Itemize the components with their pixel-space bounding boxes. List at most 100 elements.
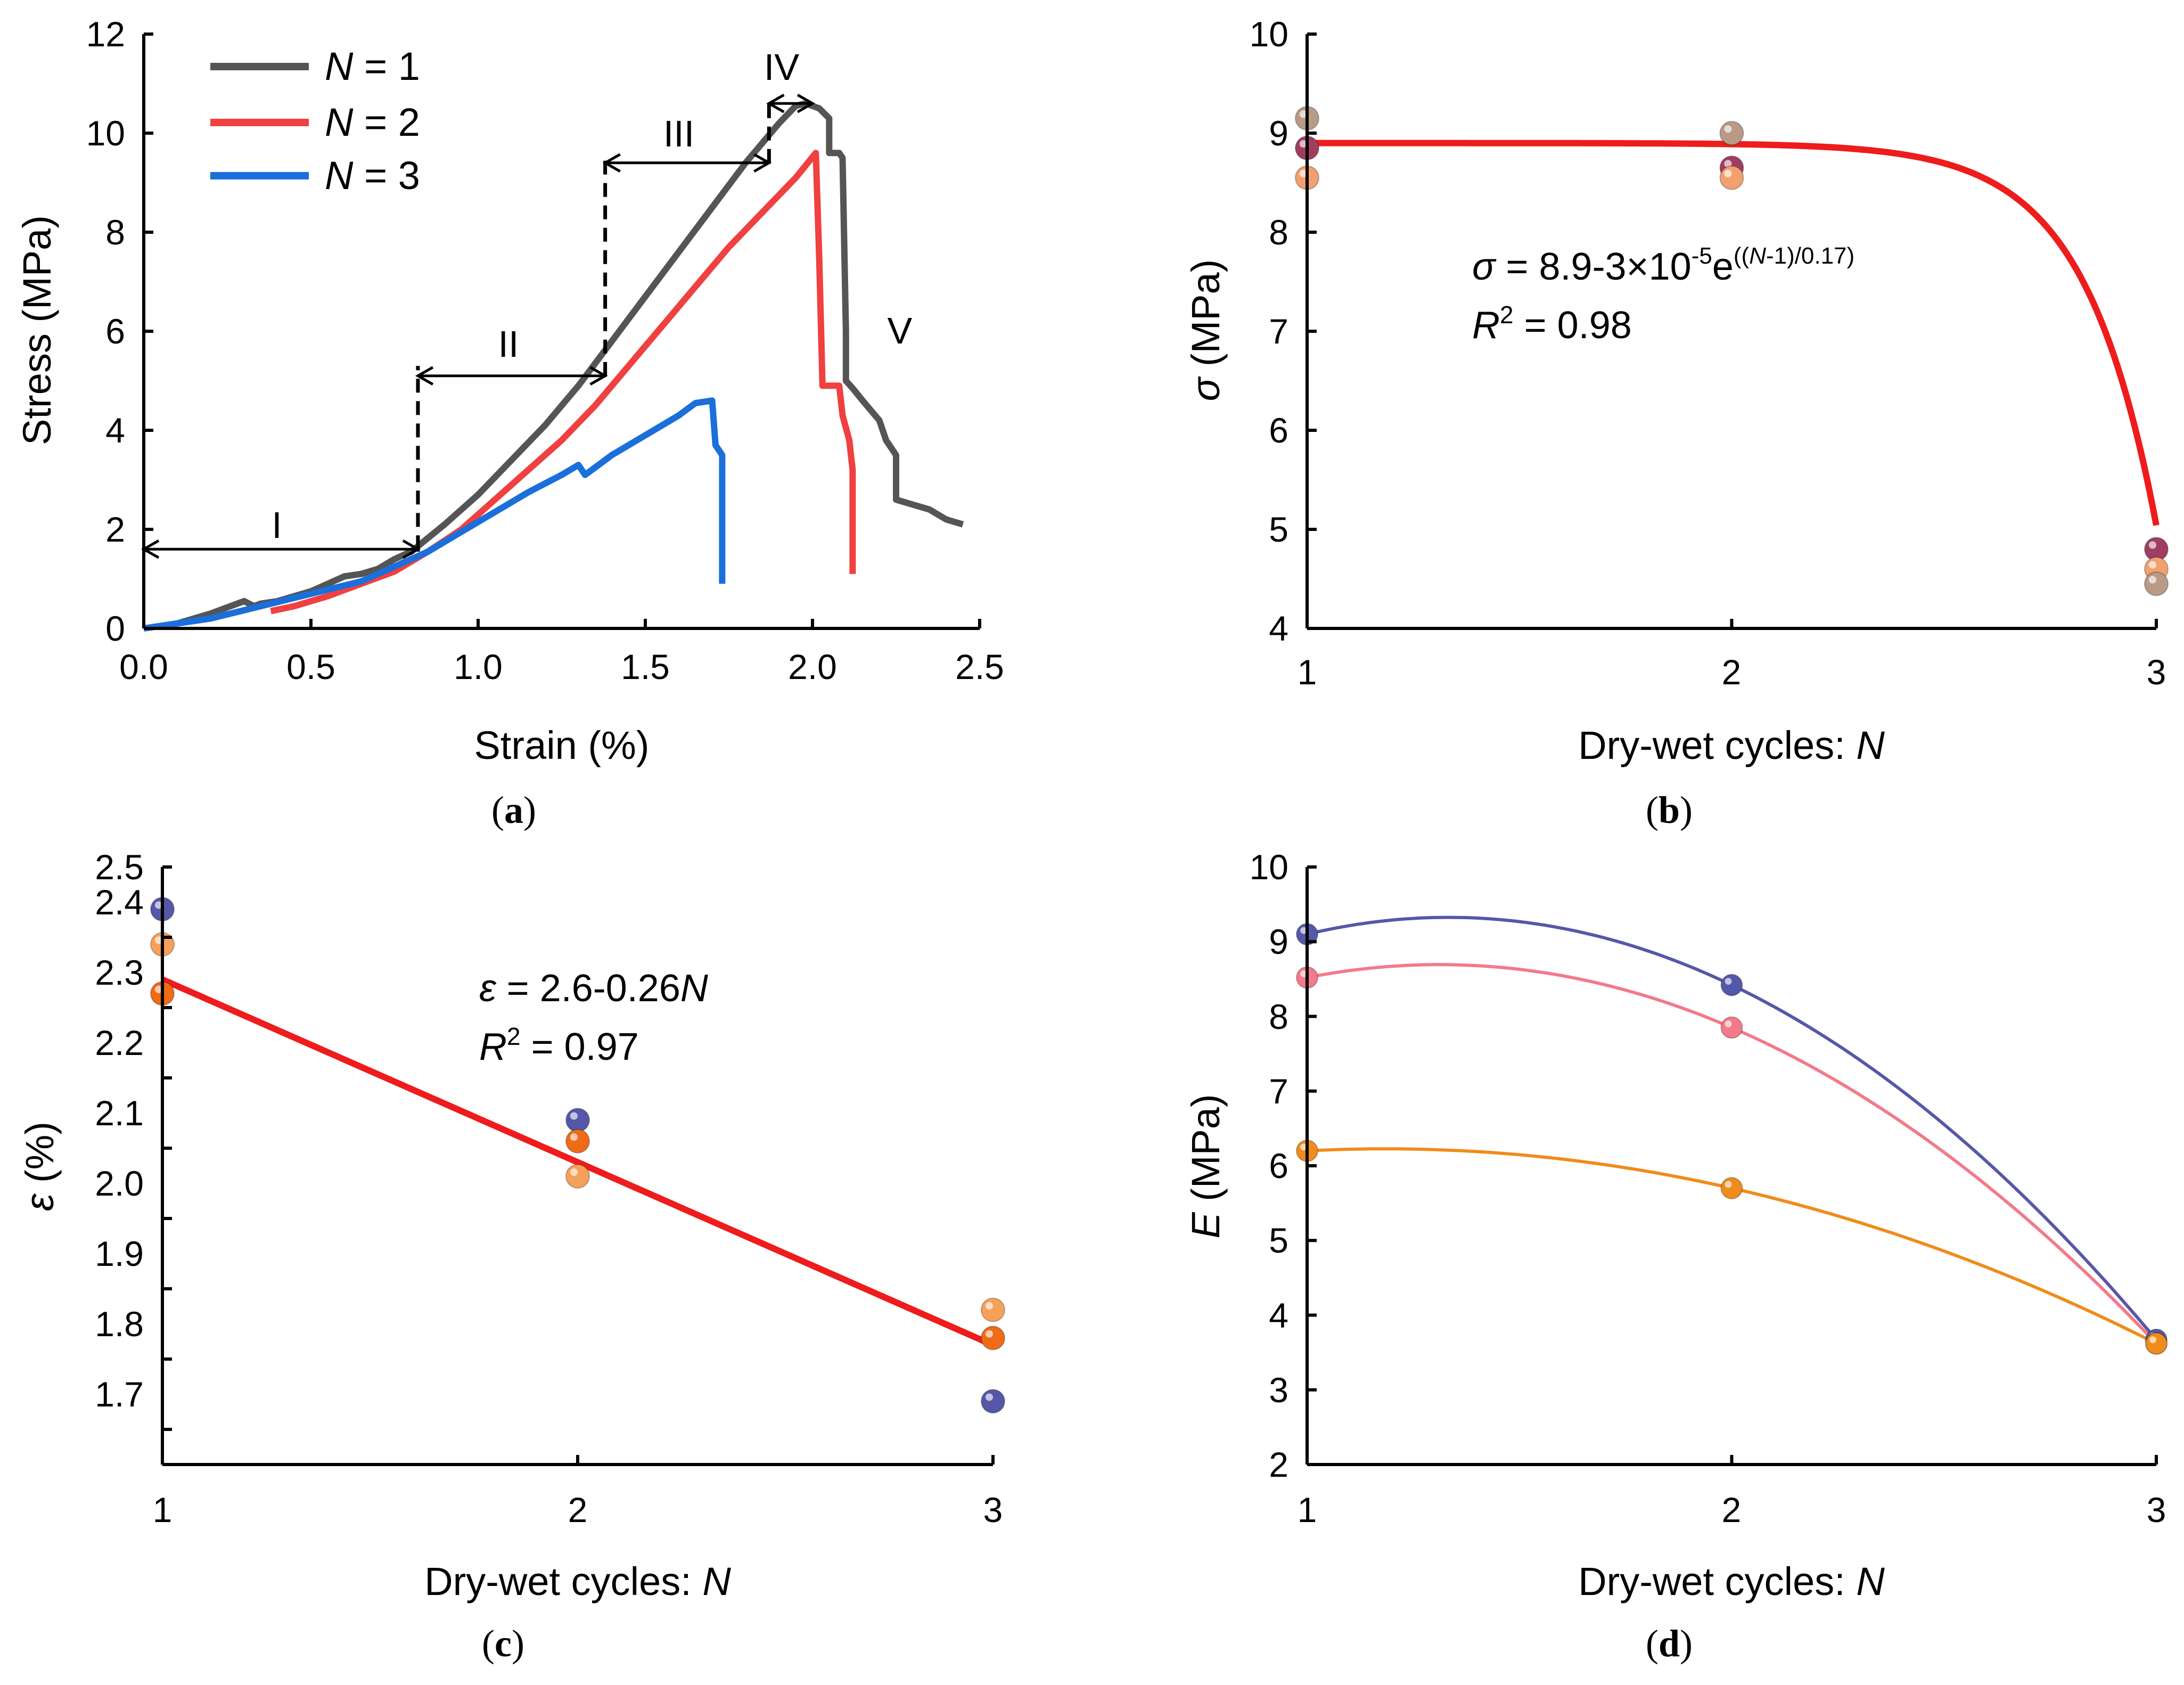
panel-d-plot	[1296, 915, 2167, 1355]
panel-a-y-tick-label: 10	[86, 113, 125, 153]
panel-b-y-tick-label: 8	[1269, 212, 1288, 252]
legend-label-n2: N = 2	[325, 100, 420, 144]
panel-b-y-tick-label: 5	[1269, 510, 1288, 549]
data-point-highlight	[985, 1330, 993, 1338]
panel-c-x-axis-label: Dry-wet cycles: N	[424, 1559, 731, 1604]
stage-label-ii: II	[498, 323, 519, 365]
panel-d-y-tick-label: 6	[1269, 1146, 1288, 1185]
panel-a-y-tick-label: 0	[105, 609, 125, 648]
data-point-highlight	[1725, 1020, 1732, 1027]
panel-c-equation: ε = 2.6-0.26N	[479, 967, 709, 1010]
stage-label-iv: IV	[764, 46, 799, 88]
panel-a-y-axis-label: Stress (MPa)	[15, 215, 59, 445]
panel-c: 1 2 3 1.7 1.8 1.9 2.0 2.1 2.2 2.3 2.4 2.…	[18, 847, 1005, 1665]
data-point	[1720, 974, 1743, 996]
data-point-highlight	[2148, 541, 2156, 549]
panel-d-y-tick-label: 5	[1269, 1221, 1288, 1260]
panel-b-x-tick-label: 1	[1298, 652, 1317, 692]
fit-line	[161, 976, 995, 1348]
data-point	[981, 1389, 1005, 1414]
data-point-highlight	[2148, 561, 2156, 569]
panel-c-y-tick-label: 2.3	[95, 953, 144, 992]
panel-b-y-tick-label: 4	[1269, 609, 1288, 648]
panel-a-x-tick-label: 1.0	[454, 647, 503, 686]
data-point-highlight	[154, 985, 162, 993]
panel-c-y-tick-label: 1.8	[95, 1304, 144, 1344]
data-point	[981, 1297, 1005, 1322]
panel-d-x-axis-label: Dry-wet cycles: N	[1578, 1559, 1885, 1604]
panel-c-x-tick-label: 2	[568, 1490, 588, 1529]
data-point-highlight	[154, 936, 162, 944]
series-line-n2	[270, 150, 856, 615]
data-point-highlight	[1724, 125, 1732, 133]
panel-a-caption: (a)	[491, 789, 536, 831]
panel-c-y-tick-label: 1.9	[95, 1234, 144, 1273]
data-point	[2145, 1332, 2167, 1355]
panel-d-y-tick-label: 4	[1269, 1296, 1288, 1335]
panel-c-r-squared: R2 = 0.97	[479, 1023, 639, 1068]
panel-a-y-tick-label: 6	[105, 312, 125, 351]
data-point-highlight	[1725, 978, 1732, 985]
data-point-highlight	[1300, 927, 1308, 934]
data-point-highlight	[570, 1112, 578, 1120]
panel-d-y-tick-label: 2	[1269, 1445, 1288, 1484]
panel-a-plot	[141, 94, 964, 632]
data-point-highlight	[1724, 160, 1732, 168]
data-point-highlight	[1299, 110, 1307, 118]
data-point-highlight	[1300, 970, 1308, 977]
data-point	[565, 1128, 590, 1154]
data-point	[2144, 571, 2169, 596]
panel-d-ticks	[1306, 865, 2158, 1466]
panel-c-y-tick-label: 1.7	[95, 1375, 144, 1414]
panel-b-plot	[1295, 106, 2169, 596]
panel-d-y-tick-label: 3	[1269, 1370, 1288, 1410]
panel-b-y-axis-label: σ (MPa)	[1184, 259, 1228, 402]
panel-c-y-tick-label: 2.2	[95, 1023, 144, 1062]
panel-c-y-tick-label: 2.1	[95, 1093, 144, 1133]
panel-b-y-tick-label: 10	[1250, 14, 1288, 54]
panel-a-y-tick-label: 4	[105, 411, 125, 450]
fit-curve	[1307, 140, 2160, 526]
data-point	[565, 1108, 590, 1133]
panel-d-x-tick-label: 1	[1298, 1490, 1317, 1529]
panel-b-x-tick-label: 2	[1722, 652, 1742, 692]
data-point-highlight	[1299, 169, 1307, 178]
legend-label-n1: N = 1	[325, 44, 420, 88]
panel-d: 1 2 3 2 3 4 5 6 7 8 9 10 Dry-wet cycles:…	[1184, 847, 2167, 1665]
legend-label-n3: N = 3	[325, 153, 420, 198]
stage-label-v: V	[888, 310, 913, 351]
arrow-head	[415, 366, 434, 386]
panel-b: 1 2 3 4 5 6 7 8 9 10 Dry-wet cycles: N σ…	[1184, 14, 2169, 831]
panel-a-x-tick-label: 2.5	[955, 647, 1004, 686]
data-point	[1720, 1177, 1743, 1200]
panel-d-caption: (d)	[1646, 1622, 1693, 1665]
panel-d-x-tick-label: 2	[1722, 1490, 1742, 1529]
data-point-highlight	[985, 1393, 993, 1401]
arrow-head	[797, 94, 816, 113]
panel-d-y-tick-label: 9	[1269, 922, 1288, 961]
panel-a-y-tick-label: 8	[105, 212, 125, 252]
panel-b-ticks	[1306, 32, 2158, 630]
panel-b-x-axis-label: Dry-wet cycles: N	[1578, 723, 1885, 767]
stage-label-iii: III	[663, 113, 694, 154]
panel-a: 0.0 0.5 1.0 1.5 2.0 2.5 0 2 4 6 8 10 12 …	[15, 14, 1004, 831]
panel-b-y-tick-label: 9	[1269, 113, 1288, 153]
panel-c-y-tick-label: 2.5	[95, 847, 144, 887]
data-point	[565, 1164, 590, 1189]
data-point-highlight	[1724, 169, 1732, 178]
panel-d-y-tick-label: 7	[1269, 1071, 1288, 1111]
data-point-highlight	[2148, 576, 2156, 584]
arrow-head	[602, 153, 621, 173]
panel-c-x-tick-label: 3	[983, 1490, 1003, 1529]
data-point-highlight	[985, 1302, 993, 1310]
data-point	[1720, 1016, 1743, 1039]
panel-c-y-tick-label: 2.4	[95, 882, 144, 922]
panel-a-y-tick-label: 2	[105, 510, 125, 549]
data-point-highlight	[1299, 140, 1307, 148]
panel-c-caption: (c)	[482, 1622, 524, 1665]
panel-c-ticks	[161, 865, 995, 1465]
panel-b-x-tick-label: 3	[2147, 652, 2166, 692]
panel-a-x-tick-label: 1.5	[621, 647, 670, 686]
data-point-highlight	[570, 1133, 578, 1141]
panel-c-y-axis-label: ε (%)	[18, 1122, 62, 1211]
